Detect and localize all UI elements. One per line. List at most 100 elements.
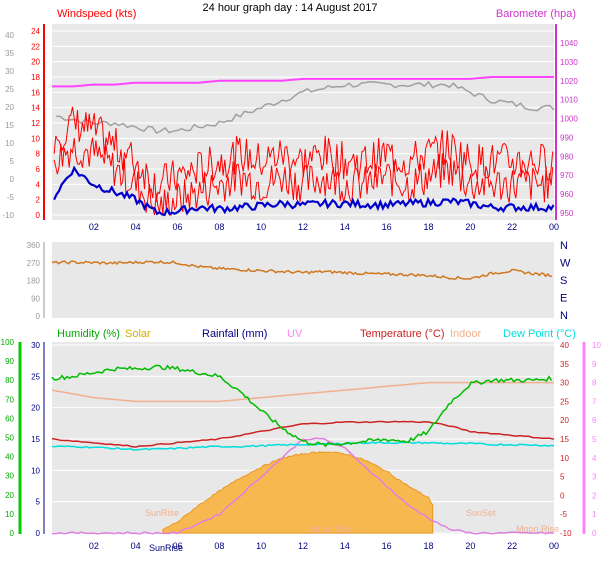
temperature-tick: 25 [560,397,569,406]
wind-tick: 18 [31,73,40,82]
x-tick-label: 00 [549,541,559,551]
indoor-label: Indoor [450,328,482,340]
direction-tick: 180 [27,277,41,286]
x-tick-label: 22 [507,222,517,232]
wind-tick: 4 [36,180,41,189]
uv-tick: 7 [592,397,597,406]
uv-tick: 9 [592,360,597,369]
temperature-label: Temperature (°C) [360,328,444,340]
barometer-line [52,76,554,88]
moonrise-annotation-2: Moon Rise [516,524,559,534]
humidity-label: Humidity (%) [57,328,120,340]
outer-wind-tick: 25 [5,85,14,94]
humidity-tick: 50 [5,434,14,443]
wind-tick: 24 [31,27,40,36]
outer-wind-tick: 10 [5,139,14,148]
wind-tick: 20 [31,58,40,67]
direction-letter: S [560,275,567,287]
rain-tick: 15 [31,435,40,444]
temperature-tick: -10 [560,529,572,538]
outer-wind-tick: 15 [5,121,14,130]
dew-point-label: Dew Point (°C) [503,328,576,340]
x-tick-label: 22 [507,541,517,551]
baro-tick: 960 [560,190,574,199]
sunrise-annotation: SunRise [145,508,179,518]
wind-tick: 16 [31,88,40,97]
outer-wind-tick: -10 [2,211,14,220]
wind-direction-line [51,260,552,280]
x-tick-label: 14 [340,222,350,232]
temperature-line [51,420,555,448]
wind-label: Windspeed (kts) [57,8,136,20]
outer-wind-tick: 0 [10,175,15,184]
wind-tick: 2 [36,196,41,205]
x-tick-label: 08 [214,541,224,551]
temperature-tick: 10 [560,454,569,463]
uv-tick: 3 [592,473,597,482]
x-tick-label: 18 [423,541,433,551]
humidity-tick: 100 [1,338,15,347]
humidity-tick: 10 [5,510,14,519]
baro-tick: 1020 [560,77,578,86]
x-tick-label: 10 [256,541,266,551]
dew-point-line [51,441,555,451]
x-tick-label: 14 [340,541,350,551]
direction-tick: 0 [36,312,41,321]
moonrise-annotation: Moon Rise [310,524,353,534]
x-tick-label: 06 [172,222,182,232]
direction-tick: 360 [27,241,41,250]
x-tick-label: 18 [423,222,433,232]
rain-tick: 25 [31,372,40,381]
x-tick-label: 12 [298,541,308,551]
x-tick-label: 12 [298,222,308,232]
uv-tick: 1 [592,510,597,519]
humidity-tick: 70 [5,395,14,404]
baro-tick: 990 [560,133,574,142]
outer-wind-tick: 35 [5,49,14,58]
sunset-annotation: SunSet [466,508,496,518]
humidity-line [51,364,553,448]
x-tick-label: 20 [465,541,475,551]
sunrise-tick-label: SunRise [149,543,183,553]
temperature-tick: 15 [560,435,569,444]
windspeed-line [53,137,554,216]
uv-tick: 6 [592,416,597,425]
baro-tick: 1000 [560,115,578,124]
uv-tick: 8 [592,379,597,388]
x-tick-label: 04 [131,541,141,551]
uv-tick: 4 [592,454,597,463]
x-tick-label: 10 [256,222,266,232]
rain-tick: 20 [31,404,40,413]
humidity-tick: 0 [10,529,15,538]
direction-letter: N [560,240,568,252]
temperature-tick: -5 [560,510,568,519]
outer-wind-tick: 5 [10,157,15,166]
direction-tick: 90 [31,294,40,303]
x-tick-label: 00 [549,222,559,232]
baro-tick: 950 [560,209,574,218]
temperature-tick: 35 [560,360,569,369]
rain-tick: 0 [36,529,41,538]
x-tick-label: 16 [382,222,392,232]
uv-line [51,437,555,535]
wind-tick: 22 [31,42,40,51]
temperature-tick: 40 [560,341,569,350]
wind-tick: 0 [36,211,41,220]
wind-tick: 6 [36,165,41,174]
rain-tick: 10 [31,466,40,475]
rainfall-label: Rainfall (mm) [202,328,267,340]
solar-label: Solar [125,328,151,340]
humidity-tick: 40 [5,453,14,462]
humidity-tick: 90 [5,357,14,366]
average-wind-line [53,165,555,217]
baro-tick: 970 [560,171,574,180]
outer-wind-tick: 30 [5,67,14,76]
x-tick-label: 02 [89,541,99,551]
direction-letter: N [560,310,568,322]
uv-tick: 10 [592,341,601,350]
temperature-tick: 20 [560,416,569,425]
x-tick-label: 16 [382,541,392,551]
direction-letter: E [560,293,567,305]
uv-tick: 0 [592,529,597,538]
